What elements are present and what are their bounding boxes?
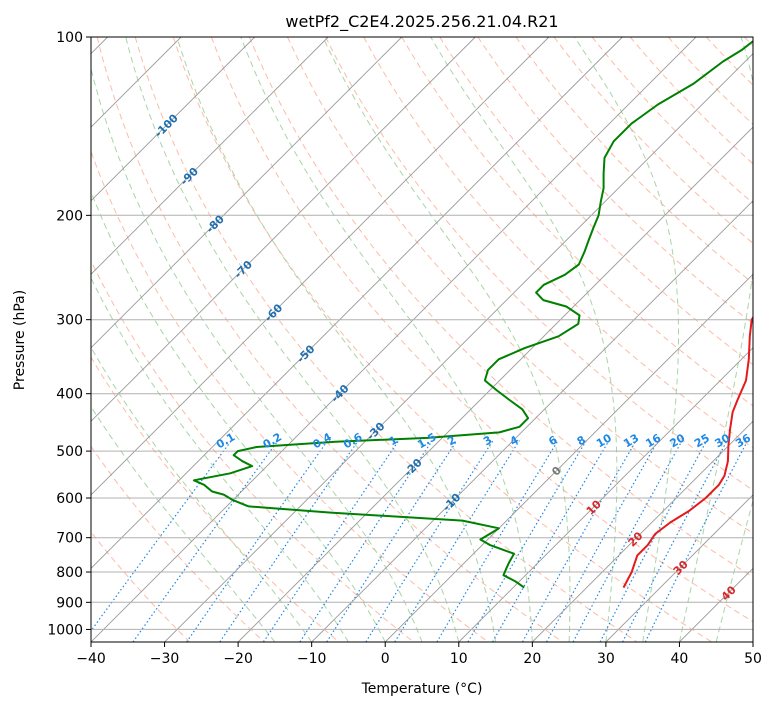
dry-adiabat <box>553 37 753 244</box>
y-tick-label: 500 <box>56 444 83 460</box>
y-tick-label: 800 <box>56 565 83 581</box>
dry-adiabat <box>96 37 563 642</box>
x-axis: −40 −30 −20 −10 0 10 20 30 40 50 <box>76 642 762 667</box>
isotherms <box>91 37 753 642</box>
mixing-ratio-line <box>186 440 329 642</box>
x-tick-label: −30 <box>150 651 180 667</box>
dry-adiabat <box>401 37 753 407</box>
dry-adiabat <box>325 37 753 491</box>
dry-adiabat <box>91 445 265 642</box>
isotherm-line <box>91 37 256 202</box>
mixing-ratio-line <box>219 440 359 642</box>
x-tick-label: 0 <box>381 651 390 667</box>
y-tick-label: 100 <box>56 30 83 46</box>
isotherm-line <box>91 37 697 642</box>
isotherm-line <box>237 126 753 642</box>
chart-title: wetPf2_C2E4.2025.256.21.04.R21 <box>285 12 558 32</box>
isotherm-line <box>311 200 753 642</box>
moist-adiabat <box>715 498 753 642</box>
y-tick-label: 1000 <box>47 622 83 638</box>
x-tick-label: −20 <box>223 651 253 667</box>
moist-adiabat <box>125 37 460 642</box>
plot-area: -100-90-80-70-60-50-40-30-20-10010203040… <box>91 37 753 642</box>
x-tick-label: −10 <box>297 651 327 667</box>
mixing-ratio-line <box>299 440 433 642</box>
dry-adiabat <box>134 37 638 642</box>
moist-adiabat <box>574 37 679 642</box>
isotherm-line <box>384 273 753 642</box>
moist-adiabat <box>430 37 618 642</box>
mixing-ratio-line <box>467 440 587 642</box>
moist-adiabats <box>91 37 753 642</box>
mixing-ratio-line <box>91 440 232 632</box>
isotherm-line <box>164 52 753 642</box>
sounding-series <box>192 40 753 589</box>
dry-adiabat <box>91 356 340 642</box>
moist-adiabat <box>91 276 349 642</box>
y-tick-label: 600 <box>56 491 83 507</box>
isotherm-line <box>91 37 623 570</box>
mixing-ratio-line <box>572 440 683 642</box>
dry-adiabat <box>91 259 414 642</box>
mixing-ratio-line <box>326 440 458 642</box>
mixing-ratio-line <box>546 440 659 642</box>
y-axis: 100 200 300 400 500 600 700 800 900 1000 <box>47 30 91 638</box>
x-axis-title: Temperature (°C) <box>361 681 483 697</box>
x-tick-label: 20 <box>523 651 541 667</box>
pressure-gridlines <box>91 37 753 630</box>
mixing-ratio-line <box>436 440 559 642</box>
mixing-ratio-line <box>492 440 610 642</box>
isotherm-line <box>91 37 550 496</box>
moist-adiabat <box>91 190 386 642</box>
y-tick-label: 700 <box>56 531 83 547</box>
isotherm-line <box>91 37 403 349</box>
x-tick-label: 10 <box>450 651 468 667</box>
mixing-ratio-line <box>365 440 494 642</box>
isotherm-line <box>91 37 476 422</box>
dewpoint-line <box>192 40 753 589</box>
x-tick-label: 50 <box>744 651 762 667</box>
isotherm-line <box>458 347 753 642</box>
dry-adiabat <box>91 150 489 642</box>
y-axis-title: Pressure (hPa) <box>12 290 28 390</box>
temperature-line <box>622 315 753 589</box>
dry-adiabat <box>287 37 753 534</box>
moist-adiabat <box>91 405 276 642</box>
mixing-ratio-line <box>132 440 279 642</box>
dry-adiabat <box>248 37 753 578</box>
mixing-ratio-line <box>644 440 749 642</box>
x-tick-label: −40 <box>76 651 106 667</box>
dry-adiabat <box>172 37 713 642</box>
x-tick-label: 40 <box>671 651 689 667</box>
x-tick-label: 30 <box>597 651 615 667</box>
mixing-ratio-line <box>262 440 400 642</box>
isotherm-line <box>91 37 329 275</box>
moist-adiabat <box>176 37 497 642</box>
plot-frame <box>90 36 754 643</box>
isotherm-line <box>531 420 753 642</box>
moist-adiabat <box>240 37 533 642</box>
mixing-ratio-line <box>521 440 637 642</box>
y-tick-label: 200 <box>56 208 83 224</box>
dry-adiabat <box>439 37 753 366</box>
isotherm-line <box>605 494 753 642</box>
dry-adiabat <box>591 37 753 204</box>
y-tick-label: 900 <box>56 595 83 611</box>
moist-adiabat <box>91 66 423 642</box>
y-tick-label: 300 <box>56 313 83 329</box>
moist-adiabat <box>322 37 571 642</box>
y-tick-label: 400 <box>56 387 83 403</box>
dry-adiabat <box>210 37 753 623</box>
moist-adiabat <box>678 37 753 642</box>
